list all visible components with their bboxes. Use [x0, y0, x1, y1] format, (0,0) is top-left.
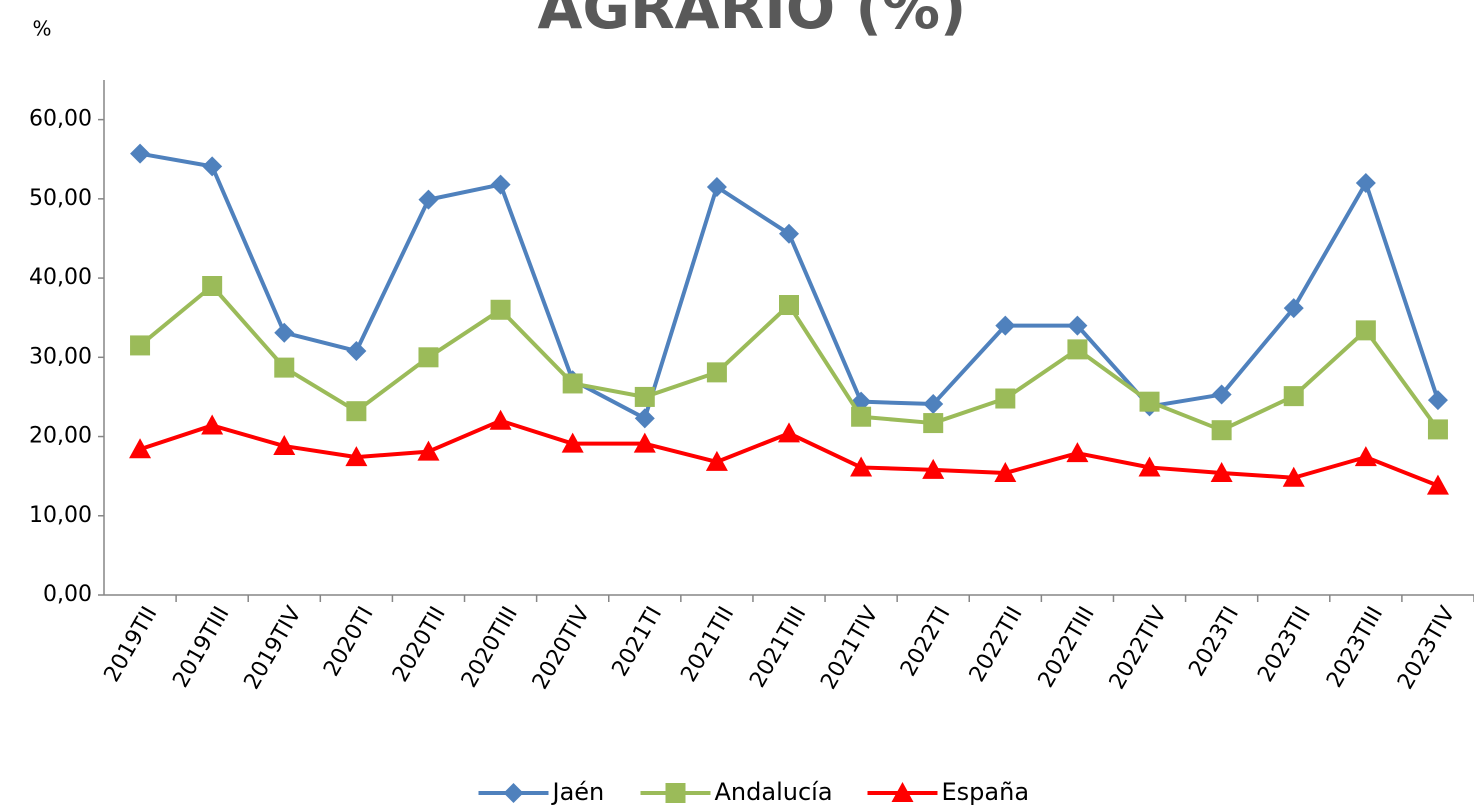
point [490, 299, 511, 320]
y-tick-label: 0,00 [43, 582, 92, 607]
point [202, 276, 223, 296]
x-tick-label: 2021TI [608, 603, 668, 681]
x-tick-label: 2020TIII [457, 603, 523, 692]
x-tick-label: 2021TIV [816, 603, 883, 694]
legend-label: Jaén [551, 778, 605, 806]
point [1066, 442, 1089, 463]
series-line [139, 151, 1440, 421]
point [706, 362, 727, 383]
x-tick-label: 2023TIV [1393, 603, 1460, 694]
x-tick-label: 2023TI [1184, 603, 1244, 681]
point [418, 189, 439, 210]
point [851, 406, 872, 427]
point [705, 450, 728, 471]
y-tick-label: 30,00 [29, 344, 92, 369]
point [346, 401, 367, 422]
point [923, 394, 944, 415]
point [995, 315, 1016, 336]
point [1211, 420, 1232, 441]
x-tick-label: 2019TIV [240, 603, 307, 694]
point [922, 458, 945, 479]
point [202, 156, 223, 177]
point [1282, 466, 1305, 487]
point [665, 783, 686, 803]
point [129, 438, 152, 459]
point [561, 432, 584, 453]
x-tick-label: 2021TII [676, 603, 739, 687]
x-tick-label: 2022TIV [1105, 603, 1172, 694]
x-tick-label: 2021TIII [745, 603, 811, 692]
point [1426, 474, 1449, 495]
x-tick-label: 2019TIII [168, 603, 234, 692]
point [778, 422, 800, 443]
point [1211, 384, 1232, 405]
point [1210, 461, 1233, 482]
x-tick-label: 2020TII [388, 603, 451, 687]
point [1139, 391, 1160, 412]
point [490, 174, 511, 195]
point [346, 340, 367, 361]
point [201, 414, 224, 435]
point [1283, 386, 1304, 407]
point [779, 223, 799, 244]
point [1138, 456, 1161, 477]
point [1067, 315, 1088, 336]
point [923, 413, 944, 434]
point [850, 456, 873, 477]
point [1427, 390, 1448, 411]
point [130, 143, 151, 164]
point [503, 783, 524, 803]
x-tick-label: 2023TIII [1322, 603, 1388, 692]
x-tick-label: 2020TI [319, 603, 379, 681]
point [1283, 298, 1304, 319]
x-tick-label: 2022TI [896, 603, 956, 681]
point [418, 347, 439, 368]
x-tick-label: 2023TII [1253, 603, 1316, 687]
point [130, 335, 151, 356]
chart-title: AGRARIO (%) [538, 0, 967, 42]
x-tick-label: 2020TIV [528, 603, 595, 694]
x-tick-label: 2019TII [100, 603, 163, 687]
legend-label: Andalucía [715, 778, 833, 806]
point [633, 432, 656, 453]
point [562, 373, 583, 394]
x-tick-label: 2022TII [965, 603, 1028, 687]
point [417, 440, 440, 461]
point [994, 461, 1017, 482]
point [489, 409, 512, 430]
y-axis-label: % [32, 17, 51, 41]
point [706, 176, 727, 197]
point [995, 388, 1016, 409]
point [891, 782, 914, 802]
point [1354, 446, 1377, 467]
point [345, 446, 368, 467]
y-tick-label: 50,00 [29, 186, 92, 211]
point [1355, 320, 1376, 341]
y-tick-label: 10,00 [29, 503, 92, 528]
point [1067, 339, 1088, 360]
point [779, 295, 799, 316]
point [1427, 419, 1448, 440]
x-tick-label: 2022TIII [1034, 603, 1100, 692]
point [274, 322, 295, 343]
y-tick-label: 60,00 [29, 107, 92, 132]
point [274, 357, 295, 378]
point [634, 386, 655, 407]
legend-label: España [942, 778, 1030, 806]
point [634, 408, 655, 429]
y-tick-label: 20,00 [29, 424, 92, 449]
point [273, 435, 296, 456]
point [1355, 173, 1376, 193]
y-tick-label: 40,00 [29, 265, 92, 290]
